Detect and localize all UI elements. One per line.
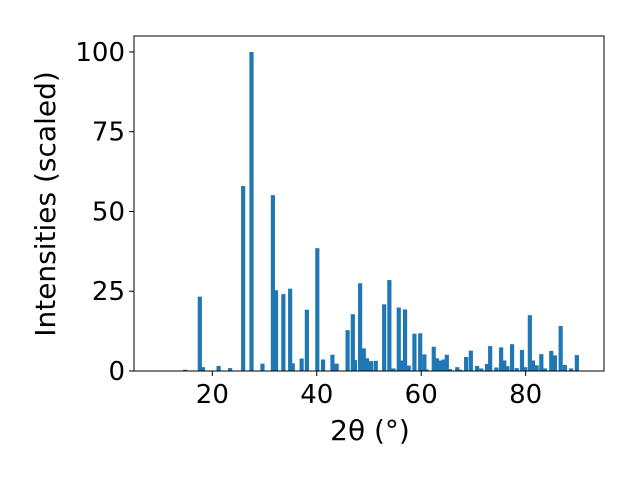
bar — [569, 368, 574, 371]
bar — [455, 367, 460, 371]
bar — [373, 360, 378, 371]
bar — [437, 360, 443, 371]
bar — [304, 309, 309, 371]
bar — [505, 366, 510, 371]
bar — [358, 283, 363, 371]
bar — [320, 359, 326, 371]
x-tick-label: 80 — [509, 380, 542, 410]
x-tick-label: 20 — [196, 380, 229, 410]
y-tick-label: 25 — [92, 277, 125, 307]
bar — [200, 367, 206, 371]
bar — [249, 51, 254, 371]
y-tick-label: 0 — [108, 357, 125, 387]
bar — [539, 354, 544, 371]
bar — [315, 248, 320, 371]
bars-group — [183, 51, 579, 371]
bar — [361, 348, 366, 371]
y-axis-label: Intensities (scaled) — [29, 71, 62, 337]
bar — [402, 309, 408, 371]
bar — [382, 304, 387, 371]
bar — [260, 363, 265, 371]
bar — [412, 333, 417, 371]
bar — [387, 280, 392, 371]
bar — [574, 355, 579, 371]
bar — [431, 346, 436, 371]
bar — [288, 288, 293, 371]
bar — [519, 349, 525, 371]
bar — [530, 360, 536, 371]
bar — [488, 346, 493, 371]
bar — [345, 330, 350, 371]
bar — [434, 358, 439, 371]
bar — [549, 350, 554, 371]
bar — [273, 290, 279, 371]
bar — [350, 314, 355, 371]
bar — [299, 358, 304, 371]
bar — [479, 368, 484, 371]
bar — [270, 195, 275, 371]
bar — [418, 333, 423, 371]
bar — [468, 350, 473, 371]
bar — [484, 363, 490, 371]
bar — [406, 365, 411, 371]
bar — [391, 368, 396, 371]
bar — [558, 326, 563, 371]
y-tick-label: 100 — [75, 38, 125, 68]
bar — [352, 360, 357, 371]
x-tick-label: 40 — [300, 380, 333, 410]
bar — [330, 354, 335, 371]
bar — [494, 367, 499, 371]
bar — [216, 365, 221, 371]
bar — [197, 296, 202, 371]
bar — [464, 356, 469, 371]
bar — [183, 369, 188, 371]
bar — [241, 185, 246, 371]
bar — [502, 360, 507, 371]
x-tick-label: 60 — [405, 380, 438, 410]
bar — [527, 315, 532, 371]
y-tick-label: 50 — [92, 197, 125, 227]
x-axis-ticks: 20 40 60 80 — [196, 371, 542, 410]
bar — [424, 369, 429, 371]
bar — [458, 369, 463, 371]
bar — [523, 367, 528, 371]
bar — [475, 365, 480, 371]
bar — [399, 360, 404, 371]
bar — [364, 358, 369, 371]
bar — [447, 369, 453, 371]
bar — [441, 359, 446, 371]
y-tick-label: 75 — [92, 118, 125, 148]
y-axis-ticks: 0 25 50 75 100 — [75, 38, 134, 387]
bar — [369, 361, 374, 371]
bar — [534, 365, 539, 371]
bar — [281, 294, 286, 371]
bar — [444, 354, 449, 371]
plot-frame — [133, 35, 605, 372]
bar — [334, 363, 339, 371]
bar — [499, 347, 504, 371]
bar — [510, 344, 515, 371]
bar — [396, 307, 401, 371]
x-axis-label: 2θ (°) — [330, 414, 410, 447]
bar — [228, 368, 233, 371]
bar — [514, 368, 519, 371]
bar — [422, 354, 427, 371]
bar — [542, 368, 548, 371]
bar — [290, 363, 295, 371]
bar — [562, 364, 567, 371]
bar — [552, 355, 557, 371]
